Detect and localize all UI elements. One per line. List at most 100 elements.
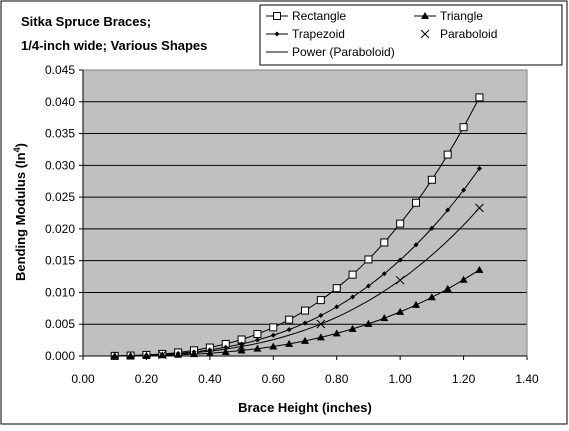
data-point-trapezoid xyxy=(207,347,213,353)
data-point-rectangle xyxy=(475,93,484,102)
data-point-paraboloid xyxy=(316,319,326,329)
data-point-trapezoid xyxy=(254,337,260,343)
legend-label-rectangle: Rectangle xyxy=(292,9,346,23)
y-axis-title-main: Bending Modulus (In xyxy=(13,152,28,281)
data-point-triangle xyxy=(316,333,325,341)
y-axis-title-close: ) xyxy=(13,143,28,147)
data-point-rectangle xyxy=(380,238,389,247)
legend-item-trapezoid: Trapezoid xyxy=(266,27,345,41)
data-point-trapezoid xyxy=(334,304,340,310)
data-point-triangle xyxy=(332,329,341,337)
legend-item-triangle: Triangle xyxy=(414,9,483,23)
data-point-rectangle xyxy=(316,296,325,305)
x-marker-stroke xyxy=(475,203,484,213)
legend-symbol-triangle xyxy=(414,12,436,19)
y-tick-label: 0.030 xyxy=(45,158,75,172)
data-point-triangle xyxy=(253,344,262,352)
gridlines xyxy=(83,101,527,325)
data-point-triangle xyxy=(221,347,230,355)
x-marker-stroke xyxy=(420,29,430,39)
x-tick-label: 0.60 xyxy=(262,372,286,386)
x-axis-title: Brace Height (inches) xyxy=(238,400,372,415)
chart-title-line-1: Sitka Spruce Braces; xyxy=(21,14,151,29)
y-axis-title-sup: 4 xyxy=(12,147,22,152)
y-tick-label: 0.015 xyxy=(45,254,75,268)
data-point-trapezoid xyxy=(413,242,419,248)
legend-item-rectangle: Rectangle xyxy=(266,9,346,23)
data-point-triangle xyxy=(475,265,484,273)
data-point-rectangle xyxy=(443,150,452,159)
x-tick-label: 0.00 xyxy=(71,372,95,386)
legend-item-power-paraboloid: Power (Paraboloid) xyxy=(266,45,395,59)
data-point-triangle xyxy=(348,324,357,332)
x-marker-stroke xyxy=(237,342,246,351)
data-point-triangle xyxy=(459,275,468,283)
data-point-rectangle xyxy=(396,219,405,228)
data-point-rectangle xyxy=(364,255,373,264)
data-point-paraboloid xyxy=(237,342,246,351)
data-point-trapezoid xyxy=(223,344,229,350)
legend-box xyxy=(259,4,563,66)
data-point-trapezoid xyxy=(350,294,356,300)
data-point-trapezoid xyxy=(476,166,482,172)
data-point-trapezoid xyxy=(302,320,308,326)
data-point-trapezoid xyxy=(461,187,467,193)
data-point-trapezoid xyxy=(175,350,181,356)
data-point-trapezoid xyxy=(286,327,292,333)
data-point-rectangle xyxy=(459,123,468,132)
data-point-rectangle xyxy=(301,306,309,315)
y-tick-label: 0.045 xyxy=(45,63,75,77)
legend-label-triangle: Triangle xyxy=(440,9,483,23)
x-tick-label: 1.20 xyxy=(452,372,476,386)
legend-symbol-trapezoid xyxy=(266,31,288,37)
y-tick-label: 0.035 xyxy=(45,127,75,141)
y-axis-title: Bending Modulus (In4) xyxy=(12,143,28,281)
data-point-triangle xyxy=(237,346,246,354)
legend-symbol-paraboloid xyxy=(420,29,430,39)
data-point-trapezoid xyxy=(191,349,197,355)
legend-symbol-rectangle xyxy=(266,12,288,20)
data-point-paraboloid xyxy=(157,350,167,360)
y-tick-label: 0.010 xyxy=(45,285,75,299)
legend-marker xyxy=(273,12,281,20)
data-point-trapezoid xyxy=(381,271,387,277)
data-point-triangle xyxy=(301,336,309,344)
data-point-trapezoid xyxy=(445,207,451,213)
y-tick-label: 0.020 xyxy=(45,222,75,236)
data-point-triangle xyxy=(205,349,214,357)
x-marker-stroke xyxy=(157,350,167,360)
data-point-trapezoid xyxy=(318,313,324,319)
y-tick-label: 0.040 xyxy=(45,95,75,109)
x-tick-label: 1.00 xyxy=(388,372,412,386)
data-point-triangle xyxy=(396,307,405,315)
data-point-trapezoid xyxy=(365,283,371,289)
data-point-rectangle xyxy=(285,315,294,324)
legend-label-paraboloid: Paraboloid xyxy=(440,27,497,41)
data-point-triangle xyxy=(443,284,452,292)
data-point-rectangle xyxy=(253,330,262,339)
data-point-rectangle xyxy=(348,270,357,279)
data-point-trapezoid xyxy=(270,332,276,338)
data-point-rectangle xyxy=(332,284,341,293)
data-point-rectangle xyxy=(412,198,420,207)
plot-frame xyxy=(82,69,528,357)
data-point-triangle xyxy=(412,300,420,308)
x-tick-label: 1.40 xyxy=(515,372,539,386)
legend-label-power-paraboloid: Power (Paraboloid) xyxy=(292,45,395,59)
x-tick-label: 0.80 xyxy=(325,372,349,386)
legend-marker xyxy=(274,31,280,37)
legend-label-trapezoid: Trapezoid xyxy=(292,27,345,41)
data-point-paraboloid xyxy=(475,203,484,213)
data-point-triangle xyxy=(427,293,436,301)
data-point-triangle xyxy=(380,314,389,322)
y-tick-label: 0.025 xyxy=(45,190,75,204)
x-marker-stroke xyxy=(395,275,405,285)
data-point-rectangle xyxy=(427,175,436,184)
x-marker-stroke xyxy=(316,319,326,329)
data-point-triangle xyxy=(364,319,373,327)
y-tick-label: 0.005 xyxy=(45,317,75,331)
data-point-paraboloid xyxy=(395,275,405,285)
x-tick-label: 0.40 xyxy=(198,372,222,386)
